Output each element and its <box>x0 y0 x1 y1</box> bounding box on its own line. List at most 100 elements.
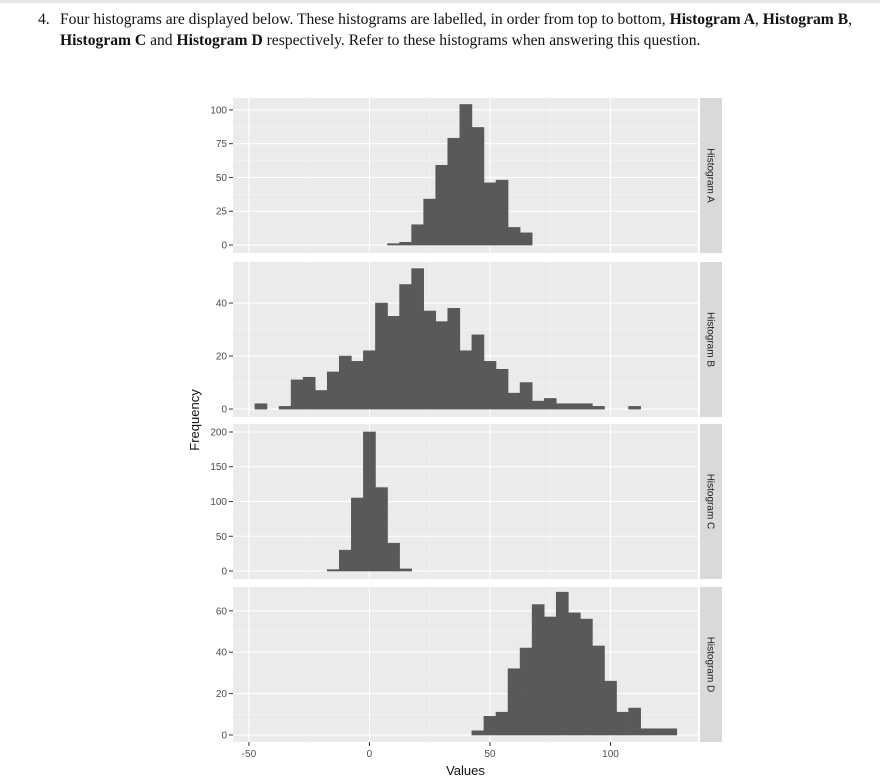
histogram-bar <box>411 268 424 410</box>
histogram-bar <box>411 224 424 246</box>
bold-term: Histogram A <box>669 11 755 28</box>
histogram-bar <box>459 350 473 410</box>
histogram-bar <box>447 308 461 410</box>
histogram-bar <box>399 284 412 410</box>
histogram-bar <box>531 400 545 410</box>
text-run: , <box>754 11 759 28</box>
histogram-bar <box>290 379 304 410</box>
y-tick-label: 20 <box>216 689 228 700</box>
y-tick-label: 60 <box>216 606 228 617</box>
histogram-bar <box>543 616 557 736</box>
histogram-bar <box>483 182 497 246</box>
histogram-bar <box>363 350 376 410</box>
histogram-bar <box>363 431 376 572</box>
histogram-bar <box>326 371 340 410</box>
histogram-bar <box>628 707 641 736</box>
x-tick-label: -50 <box>242 749 257 760</box>
y-tick-label: 100 <box>210 497 227 508</box>
histogram-bar <box>399 242 412 246</box>
y-tick-label: 50 <box>216 173 228 184</box>
histogram-bar <box>519 232 533 246</box>
y-tick-label: 0 <box>221 241 227 252</box>
strip-background <box>700 424 722 579</box>
histogram-bar <box>640 728 653 736</box>
x-tick-label: 0 <box>367 749 373 760</box>
text-run: , <box>848 11 852 28</box>
histogram-bar <box>495 711 509 736</box>
bold-term: Histogram C <box>60 32 147 49</box>
histogram-bar <box>616 711 629 736</box>
histogram-bar <box>664 728 678 736</box>
histogram-bar <box>435 164 449 246</box>
histogram-bar <box>326 569 340 572</box>
histogram-bar <box>423 198 437 246</box>
text-run: Four histograms are displayed below. The… <box>60 11 666 28</box>
histogram-bar <box>555 591 569 736</box>
histogram-bar <box>387 316 400 410</box>
histogram-bar <box>568 612 581 736</box>
y-tick-label: 40 <box>216 299 228 310</box>
histogram-bar <box>471 334 485 410</box>
histogram-bar <box>531 604 545 736</box>
histogram-bar <box>387 243 400 246</box>
strip-background <box>700 98 722 253</box>
y-tick-label: 0 <box>221 567 227 578</box>
histogram-bar <box>519 647 533 736</box>
question: 4. Four histograms are displayed below. … <box>38 9 852 51</box>
bold-term: Histogram D <box>176 32 263 49</box>
question-text: Four histograms are displayed below. The… <box>38 9 852 51</box>
histogram-bar <box>471 730 485 736</box>
histogram-bar <box>507 668 521 736</box>
histogram-bar <box>519 382 533 410</box>
strip-label: Histogram A <box>705 148 716 203</box>
histogram-bar <box>302 376 316 410</box>
bold-term: Histogram B <box>762 11 849 28</box>
y-tick-label: 40 <box>216 648 228 659</box>
histogram-bar <box>592 645 605 736</box>
y-axis-title: Frequency <box>187 389 202 451</box>
histogram-bar <box>543 398 557 410</box>
histogram-bar <box>278 406 292 410</box>
strip-label: Histogram C <box>705 474 716 530</box>
strip-label: Histogram D <box>705 637 716 693</box>
histogram-bar <box>387 542 400 572</box>
histogram-bar <box>495 369 509 410</box>
histogram-bar <box>652 728 666 736</box>
x-tick-label: 50 <box>484 749 496 760</box>
y-tick-label: 100 <box>210 105 227 116</box>
histogram-bar <box>628 406 641 410</box>
y-tick-label: 75 <box>216 139 228 150</box>
y-tick-label: 200 <box>210 427 227 438</box>
histogram-bar <box>375 302 388 410</box>
histogram-bar <box>423 310 437 410</box>
strip-background <box>700 262 722 417</box>
histogram-bar <box>483 716 497 736</box>
histogram-bar <box>351 497 364 572</box>
histogram-bar <box>351 361 364 410</box>
histogram-bar <box>314 390 328 410</box>
histogram-bar <box>339 355 352 410</box>
histogram-bar <box>254 403 268 410</box>
x-axis-title: Values <box>446 763 485 778</box>
histogram-bar <box>483 361 497 410</box>
y-tick-label: 0 <box>221 730 227 741</box>
histogram-bar <box>459 104 473 246</box>
question-number: 4. <box>38 11 50 28</box>
strip-background <box>700 587 722 742</box>
y-tick-label: 50 <box>216 532 228 543</box>
strip-label: Histogram B <box>705 312 716 367</box>
histogram-bar <box>495 179 509 246</box>
top-rule <box>0 0 880 3</box>
histogram-bar <box>375 487 388 572</box>
y-tick-label: 25 <box>216 207 228 218</box>
histogram-bar <box>555 403 569 410</box>
y-tick-label: 150 <box>210 462 227 473</box>
text-run: and <box>150 32 173 49</box>
histogram-bar <box>507 227 521 246</box>
histogram-bar <box>399 568 412 572</box>
histogram-bar <box>447 137 461 246</box>
histogram-bar <box>339 549 352 572</box>
y-tick-label: 0 <box>221 405 227 416</box>
